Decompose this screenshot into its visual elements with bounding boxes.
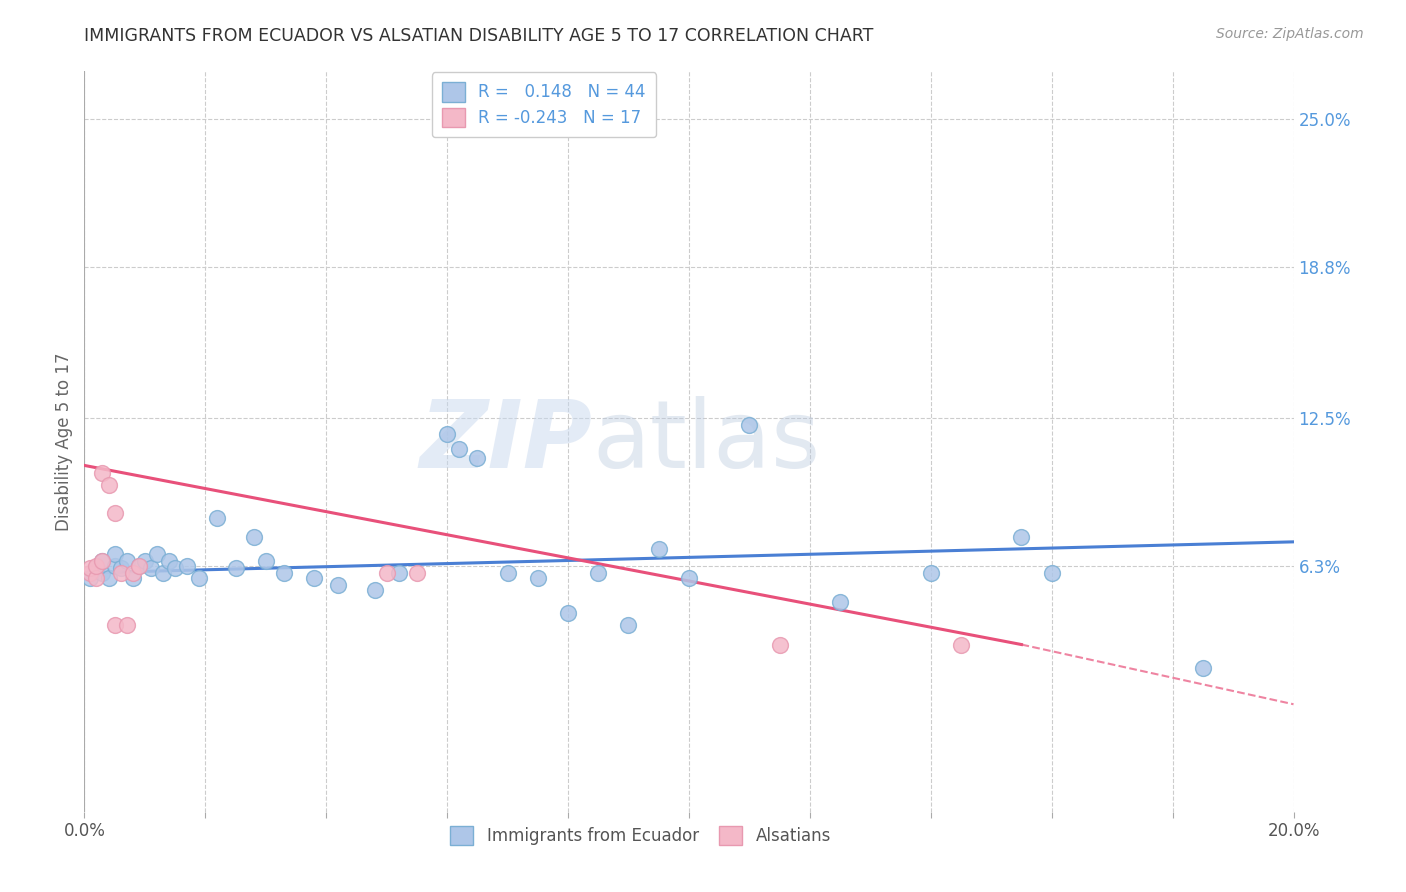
Point (91, 566, 114, 580)
Point (207, 511, 229, 525)
Point (152, 566, 174, 580)
Point (86, 561, 108, 575)
Point (134, 554, 156, 568)
Point (121, 571, 143, 585)
Point (86, 558, 108, 573)
Point (617, 618, 640, 632)
Y-axis label: Disability Age 5 to 17: Disability Age 5 to 17 (55, 352, 73, 531)
Point (97, 571, 120, 585)
Point (557, 607, 579, 621)
Point (496, 566, 519, 580)
Point (1011, 530, 1033, 544)
Point (527, 571, 550, 585)
Text: atlas: atlas (592, 395, 821, 488)
Point (950, 638, 973, 652)
Point (146, 547, 169, 561)
Point (830, 594, 852, 608)
Point (91, 466, 114, 480)
Point (104, 506, 127, 520)
Point (91, 554, 114, 568)
Point (79, 571, 101, 585)
Text: Source: ZipAtlas.com: Source: ZipAtlas.com (1216, 27, 1364, 41)
Point (188, 571, 211, 585)
Point (97, 477, 120, 491)
Point (738, 417, 761, 432)
Point (678, 571, 700, 585)
Point (328, 578, 350, 592)
Point (254, 554, 277, 568)
Point (165, 561, 187, 575)
Point (449, 442, 471, 456)
Point (110, 566, 132, 580)
Point (406, 566, 429, 580)
Point (115, 618, 138, 632)
Point (769, 638, 792, 652)
Point (139, 561, 162, 575)
Point (388, 566, 411, 580)
Point (1192, 661, 1215, 675)
Point (128, 558, 150, 573)
Point (91, 554, 114, 568)
Point (302, 571, 325, 585)
Point (363, 582, 385, 597)
Point (86, 571, 108, 585)
Point (375, 566, 398, 580)
Point (110, 561, 132, 575)
Point (128, 558, 150, 573)
Point (157, 554, 180, 568)
Point (920, 566, 942, 580)
Legend: Immigrants from Ecuador, Alsatians: Immigrants from Ecuador, Alsatians (443, 819, 838, 852)
Point (588, 566, 610, 580)
Point (242, 530, 264, 544)
Point (176, 558, 198, 573)
Point (467, 451, 489, 466)
Text: ZIP: ZIP (419, 395, 592, 488)
Point (79, 561, 101, 575)
Point (648, 541, 671, 556)
Point (225, 561, 247, 575)
Point (1040, 566, 1063, 580)
Point (273, 566, 295, 580)
Point (104, 547, 127, 561)
Point (115, 554, 138, 568)
Point (104, 618, 127, 632)
Point (79, 566, 101, 580)
Point (104, 558, 127, 573)
Text: IMMIGRANTS FROM ECUADOR VS ALSATIAN DISABILITY AGE 5 TO 17 CORRELATION CHART: IMMIGRANTS FROM ECUADOR VS ALSATIAN DISA… (84, 27, 873, 45)
Point (436, 427, 458, 442)
Point (121, 566, 143, 580)
